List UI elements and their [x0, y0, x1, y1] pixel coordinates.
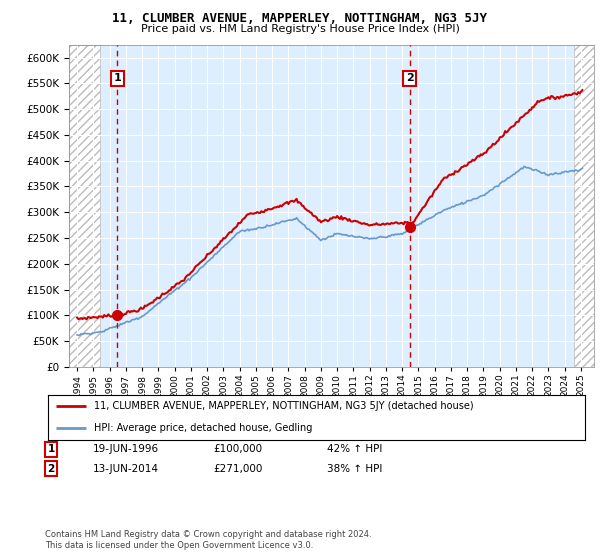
Text: £100,000: £100,000	[213, 444, 262, 454]
Text: 2: 2	[47, 464, 55, 474]
Text: 11, CLUMBER AVENUE, MAPPERLEY, NOTTINGHAM, NG3 5JY: 11, CLUMBER AVENUE, MAPPERLEY, NOTTINGHA…	[113, 12, 487, 25]
Text: 19-JUN-1996: 19-JUN-1996	[93, 444, 159, 454]
Text: HPI: Average price, detached house, Gedling: HPI: Average price, detached house, Gedl…	[94, 423, 312, 433]
Text: Contains HM Land Registry data © Crown copyright and database right 2024.: Contains HM Land Registry data © Crown c…	[45, 530, 371, 539]
Text: This data is licensed under the Open Government Licence v3.0.: This data is licensed under the Open Gov…	[45, 541, 313, 550]
Text: 42% ↑ HPI: 42% ↑ HPI	[327, 444, 382, 454]
Text: 38% ↑ HPI: 38% ↑ HPI	[327, 464, 382, 474]
Text: 11, CLUMBER AVENUE, MAPPERLEY, NOTTINGHAM, NG3 5JY (detached house): 11, CLUMBER AVENUE, MAPPERLEY, NOTTINGHA…	[94, 401, 473, 411]
Text: 1: 1	[47, 444, 55, 454]
Text: 1: 1	[113, 73, 121, 83]
Text: 2: 2	[406, 73, 413, 83]
Text: £271,000: £271,000	[213, 464, 262, 474]
Text: Price paid vs. HM Land Registry's House Price Index (HPI): Price paid vs. HM Land Registry's House …	[140, 24, 460, 34]
Text: 13-JUN-2014: 13-JUN-2014	[93, 464, 159, 474]
